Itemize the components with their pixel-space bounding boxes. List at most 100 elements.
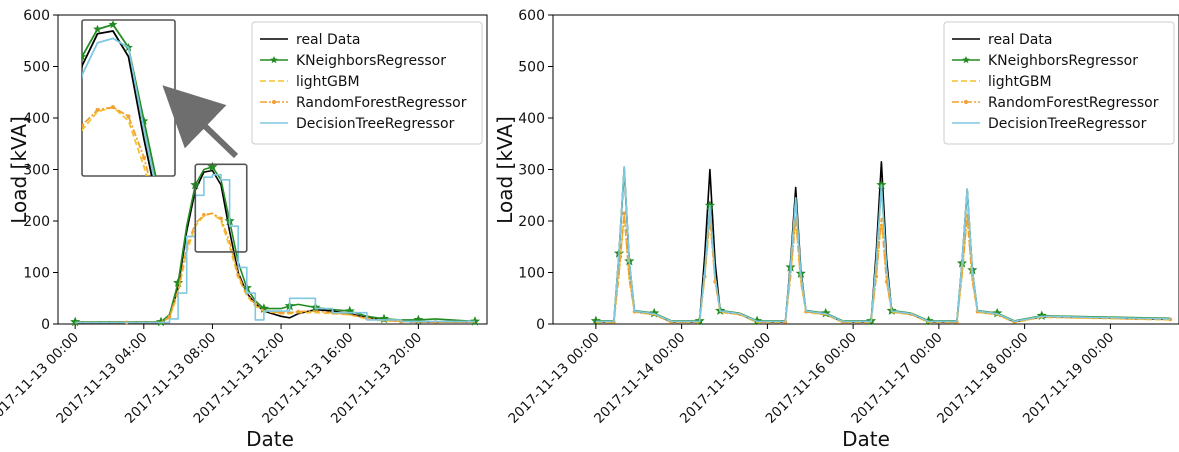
y-tick-label: 0 bbox=[536, 317, 545, 333]
inset-marker-dot bbox=[158, 215, 162, 219]
inset-marker-dot bbox=[65, 165, 69, 169]
x-tick-label: 2017-11-13 00:00 bbox=[505, 330, 602, 427]
series-line bbox=[595, 166, 1171, 323]
legend-label: real Data bbox=[296, 32, 360, 48]
inset-marker-star bbox=[82, 52, 87, 61]
inset-marker-dot bbox=[328, 282, 332, 286]
inset-marker-dot bbox=[142, 155, 146, 160]
y-axis-label: Load [kVA] bbox=[493, 116, 517, 224]
inset-marker-dot bbox=[49, 243, 53, 247]
legend-label: RandomForestRegressor bbox=[988, 95, 1159, 111]
inset-marker-dot bbox=[235, 282, 239, 286]
x-tick-label: 2017-11-18 00:00 bbox=[934, 330, 1031, 427]
data-marker-dot bbox=[236, 273, 240, 277]
inset-marker-star bbox=[295, 271, 304, 279]
y-tick-label: 100 bbox=[518, 266, 545, 282]
inset-marker-star bbox=[450, 293, 459, 301]
inset-marker-star bbox=[388, 286, 397, 294]
inset-marker-star bbox=[264, 265, 273, 273]
inset-marker-star bbox=[202, 272, 211, 280]
inset-marker-dot bbox=[359, 286, 363, 290]
inset-marker-star bbox=[326, 274, 335, 282]
inset-plot bbox=[16, 20, 592, 304]
inset-marker-dot bbox=[297, 280, 301, 284]
y-tick-label: 500 bbox=[23, 60, 50, 76]
inset-marker-star bbox=[171, 236, 180, 244]
y-tick-label: 300 bbox=[518, 163, 545, 179]
inset-marker-star bbox=[512, 291, 521, 299]
inset-marker-dot bbox=[251, 282, 255, 286]
y-tick-label: 300 bbox=[23, 163, 50, 179]
zoom-arrow bbox=[162, 85, 239, 159]
data-marker-dot bbox=[202, 213, 206, 217]
data-marker-star bbox=[155, 316, 167, 327]
inset-marker-dot bbox=[452, 298, 456, 302]
x-axis-label: Date bbox=[842, 427, 890, 451]
y-tick-label: 200 bbox=[23, 214, 50, 230]
legend-label: KNeighborsRegressor bbox=[988, 53, 1138, 69]
inset-marker-star bbox=[357, 277, 366, 285]
inset-marker-dot bbox=[95, 107, 100, 112]
series-line bbox=[595, 212, 1171, 323]
y-tick-label: 400 bbox=[23, 111, 50, 127]
legend-marker bbox=[962, 56, 970, 64]
inset-marker-dot bbox=[18, 300, 22, 304]
y-axis-label: Load [kVA] bbox=[7, 116, 31, 224]
inset-marker-star bbox=[62, 126, 71, 134]
legend-box bbox=[943, 21, 1175, 145]
data-marker-dot bbox=[622, 211, 626, 216]
legend-box bbox=[251, 21, 483, 145]
x-tick-label: 2017-11-15 00:00 bbox=[677, 330, 774, 427]
y-tick-label: 600 bbox=[518, 8, 545, 24]
inset-marker-dot bbox=[585, 299, 589, 303]
data-marker-star bbox=[70, 316, 81, 327]
series-line bbox=[75, 212, 475, 324]
series-line bbox=[75, 166, 476, 323]
legend-label: lightGBM bbox=[988, 74, 1052, 90]
inset-marker-star bbox=[419, 291, 428, 299]
inset-marker-dot bbox=[266, 280, 270, 284]
inset-marker-dot bbox=[390, 292, 394, 296]
y-tick-label: 200 bbox=[518, 214, 545, 230]
legend-marker bbox=[272, 100, 276, 104]
inset-marker-dot bbox=[514, 299, 518, 303]
y-tick-label: 400 bbox=[518, 111, 545, 127]
inset-marker-star bbox=[108, 20, 118, 29]
y-tick-label: 0 bbox=[41, 317, 50, 333]
inset-marker-star bbox=[583, 295, 592, 303]
inset-marker-star bbox=[16, 296, 25, 304]
x-tick-label: 2017-11-17 00:00 bbox=[848, 330, 945, 427]
legend-label: KNeighborsRegressor bbox=[296, 53, 446, 69]
legend-label: DecisionTreeRegressor bbox=[296, 116, 455, 132]
x-axis-label: Date bbox=[246, 427, 294, 451]
inset-marker-star bbox=[31, 284, 40, 292]
series-line bbox=[75, 212, 475, 324]
legend-label: DecisionTreeRegressor bbox=[988, 116, 1147, 132]
inset-marker-dot bbox=[189, 268, 193, 272]
inset-marker-dot bbox=[204, 279, 208, 283]
legend-marker bbox=[270, 56, 278, 64]
zoom-region-box bbox=[194, 163, 248, 253]
inset-marker-star bbox=[155, 190, 164, 198]
inset-marker-star bbox=[139, 116, 149, 125]
data-marker-dot bbox=[167, 314, 172, 319]
x-tick-label: 2017-11-14 00:00 bbox=[591, 330, 688, 427]
inset-marker-dot bbox=[483, 299, 487, 303]
y-tick-label: 600 bbox=[23, 8, 50, 24]
inset-marker-dot bbox=[82, 123, 84, 128]
y-tick-label: 100 bbox=[23, 266, 50, 282]
inset-marker-dot bbox=[173, 249, 177, 253]
data-marker-dot bbox=[219, 216, 223, 221]
x-tick-label: 2017-11-19 00:00 bbox=[1020, 330, 1117, 427]
inset-marker-star bbox=[481, 293, 490, 301]
series-line bbox=[595, 212, 1171, 324]
legend-marker bbox=[964, 100, 968, 104]
inset-marker-dot bbox=[126, 114, 131, 119]
series-line bbox=[75, 173, 475, 324]
y-tick-label: 500 bbox=[518, 60, 545, 76]
legend-label: lightGBM bbox=[296, 74, 360, 90]
legend-label: real Data bbox=[988, 32, 1052, 48]
inset-marker-star bbox=[93, 24, 102, 33]
